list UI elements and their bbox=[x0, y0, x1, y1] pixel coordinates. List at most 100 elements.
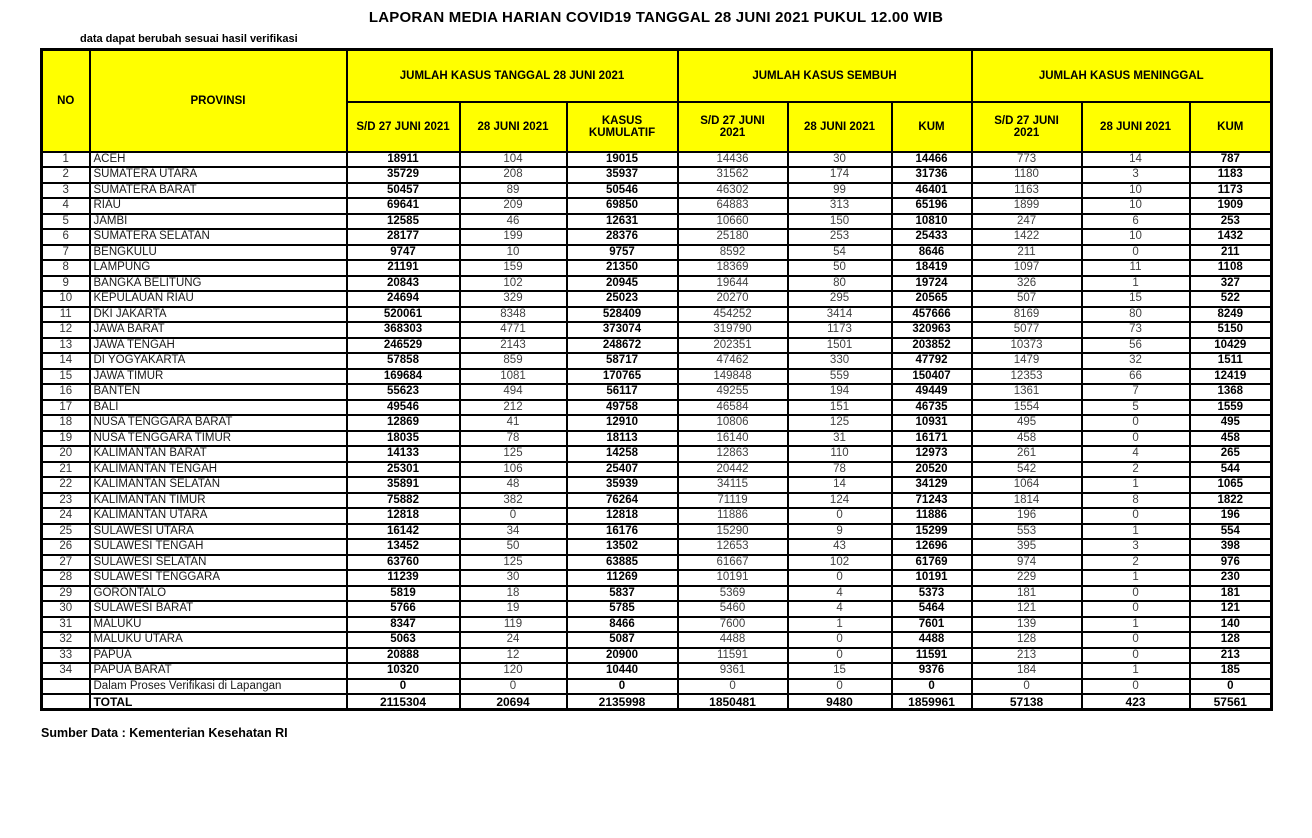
province-name: ACEH bbox=[88, 150, 348, 168]
cell-kasus-kumulatif: 373074 bbox=[565, 321, 679, 339]
province-name: DI YOGYAKARTA bbox=[88, 352, 348, 370]
cell-sembuh-kum: 61769 bbox=[890, 553, 973, 571]
cell-meninggal-kum: 121 bbox=[1188, 600, 1273, 618]
table-row: 22 KALIMANTAN SELATAN 35891 48 35939 34115 14 3… bbox=[40, 476, 1273, 494]
cell-kasus-kumulatif: 20900 bbox=[565, 646, 679, 664]
subcol-kasus-28: 28 JUNI 2021 bbox=[458, 100, 568, 153]
col-header-provinsi: PROVINSI bbox=[88, 48, 348, 153]
cell-sembuh-sd27: 10806 bbox=[676, 414, 789, 432]
cell-meninggal-sd27: 1097 bbox=[970, 259, 1083, 277]
cell-sembuh-kum: 12696 bbox=[890, 538, 973, 556]
subcol-kasus-sd27: S/D 27 JUNI 2021 bbox=[345, 100, 461, 153]
source-note: Sumber Data : Kementerian Kesehatan RI bbox=[41, 726, 288, 740]
row-number: 20 bbox=[40, 445, 91, 463]
row-number: 15 bbox=[40, 367, 91, 385]
cell-kasus-28: 104 bbox=[458, 150, 568, 168]
cell-sembuh-kum: 10191 bbox=[890, 569, 973, 587]
cell-sembuh-kum: 7601 bbox=[890, 615, 973, 633]
cell-kasus-kumulatif: 5837 bbox=[565, 584, 679, 602]
cell-kasus-kumulatif: 50546 bbox=[565, 181, 679, 199]
cell-meninggal-28: 5 bbox=[1080, 398, 1191, 416]
cell-kasus-sd27: 12585 bbox=[345, 212, 461, 230]
row-number: 5 bbox=[40, 212, 91, 230]
cell-sembuh-sd27: 5369 bbox=[676, 584, 789, 602]
cell-kasus-sd27: 49546 bbox=[345, 398, 461, 416]
cell-sembuh-28: 43 bbox=[786, 538, 893, 556]
cell-kasus-kumulatif: 12631 bbox=[565, 212, 679, 230]
cell-kasus-28: 125 bbox=[458, 445, 568, 463]
cell-meninggal-28: 11 bbox=[1080, 259, 1191, 277]
cell-meninggal-sd27: 1180 bbox=[970, 166, 1083, 184]
cell-sembuh-kum: 31736 bbox=[890, 166, 973, 184]
cell-kasus-28: 18 bbox=[458, 584, 568, 602]
cell-kasus-kumulatif: 5087 bbox=[565, 631, 679, 649]
row-number: 17 bbox=[40, 398, 91, 416]
cell-sembuh-sd27: 16140 bbox=[676, 429, 789, 447]
cell-meninggal-kum: 211 bbox=[1188, 243, 1273, 261]
cell-kasus-kumulatif: 18113 bbox=[565, 429, 679, 447]
cell-meninggal-sd27: 1814 bbox=[970, 491, 1083, 509]
province-name: SUMATERA SELATAN bbox=[88, 228, 348, 246]
cell-meninggal-28: 2 bbox=[1080, 460, 1191, 478]
cell-meninggal-kum: 185 bbox=[1188, 662, 1273, 680]
cell-meninggal-sd27: 0 bbox=[970, 677, 1083, 695]
cell-meninggal-28: 1 bbox=[1080, 476, 1191, 494]
cell-sembuh-kum: 5464 bbox=[890, 600, 973, 618]
cell-sembuh-kum: 19724 bbox=[890, 274, 973, 292]
row-number: 16 bbox=[40, 383, 91, 401]
cell-meninggal-kum: 12419 bbox=[1188, 367, 1273, 385]
province-name: SUMATERA UTARA bbox=[88, 166, 348, 184]
cell-meninggal-sd27: 542 bbox=[970, 460, 1083, 478]
cell-meninggal-kum: 1183 bbox=[1188, 166, 1273, 184]
province-name: SULAWESI TENGGARA bbox=[88, 569, 348, 587]
subcol-meninggal-sd27: S/D 27 JUNI 2021 bbox=[970, 100, 1083, 153]
province-name: JAMBI bbox=[88, 212, 348, 230]
cell-meninggal-28: 15 bbox=[1080, 290, 1191, 308]
cell-kasus-sd27: 35729 bbox=[345, 166, 461, 184]
cell-meninggal-28: 1 bbox=[1080, 274, 1191, 292]
table-row: Dalam Proses Verifikasi di Lapangan 0 0 0 0 0… bbox=[40, 677, 1273, 695]
cell-sembuh-28: 559 bbox=[786, 367, 893, 385]
row-number: 31 bbox=[40, 615, 91, 633]
cell-sembuh-sd27: 25180 bbox=[676, 228, 789, 246]
cell-kasus-28: 199 bbox=[458, 228, 568, 246]
province-name: BANGKA BELITUNG bbox=[88, 274, 348, 292]
cell-kasus-kumulatif: 11269 bbox=[565, 569, 679, 587]
cell-sembuh-28: 0 bbox=[786, 646, 893, 664]
cell-meninggal-sd27: 184 bbox=[970, 662, 1083, 680]
cell-meninggal-kum: 5150 bbox=[1188, 321, 1273, 339]
province-name: TOTAL bbox=[88, 693, 348, 711]
cell-kasus-kumulatif: 5785 bbox=[565, 600, 679, 618]
row-number: 26 bbox=[40, 538, 91, 556]
cell-meninggal-28: 10 bbox=[1080, 197, 1191, 215]
table-row: 23 KALIMANTAN TIMUR 75882 382 76264 71119 124 7… bbox=[40, 491, 1273, 509]
cell-sembuh-28: 4 bbox=[786, 584, 893, 602]
verification-note: data dapat berubah sesuai hasil verifika… bbox=[80, 33, 298, 45]
cell-meninggal-28: 3 bbox=[1080, 166, 1191, 184]
table-row: 17 BALI 49546 212 49758 46584 151 46735 1554 5 155… bbox=[40, 398, 1273, 416]
cell-sembuh-28: 80 bbox=[786, 274, 893, 292]
cell-kasus-kumulatif: 58717 bbox=[565, 352, 679, 370]
table-row: 10 KEPULAUAN RIAU 24694 329 25023 20270 295 205… bbox=[40, 290, 1273, 308]
cell-meninggal-28: 6 bbox=[1080, 212, 1191, 230]
cell-sembuh-28: 15 bbox=[786, 662, 893, 680]
cell-meninggal-28: 73 bbox=[1080, 321, 1191, 339]
cell-kasus-28: 329 bbox=[458, 290, 568, 308]
table-row: 14 DI YOGYAKARTA 57858 859 58717 47462 330 4779… bbox=[40, 352, 1273, 370]
province-name: GORONTALO bbox=[88, 584, 348, 602]
cell-sembuh-kum: 8646 bbox=[890, 243, 973, 261]
province-name: SULAWESI BARAT bbox=[88, 600, 348, 618]
cell-meninggal-kum: 554 bbox=[1188, 522, 1273, 540]
table-row: 13 JAWA TENGAH 246529 2143 248672 202351 1501 2… bbox=[40, 336, 1273, 354]
cell-kasus-28: 1081 bbox=[458, 367, 568, 385]
cell-sembuh-kum: 9376 bbox=[890, 662, 973, 680]
cell-meninggal-sd27: 507 bbox=[970, 290, 1083, 308]
row-number: 8 bbox=[40, 259, 91, 277]
province-name: KALIMANTAN SELATAN bbox=[88, 476, 348, 494]
row-number: 12 bbox=[40, 321, 91, 339]
table-row: 33 PAPUA 20888 12 20900 11591 0 11591 213 0 213 bbox=[40, 646, 1273, 664]
cell-sembuh-28: 151 bbox=[786, 398, 893, 416]
province-name: MALUKU UTARA bbox=[88, 631, 348, 649]
province-name: SULAWESI TENGAH bbox=[88, 538, 348, 556]
cell-meninggal-kum: 128 bbox=[1188, 631, 1273, 649]
